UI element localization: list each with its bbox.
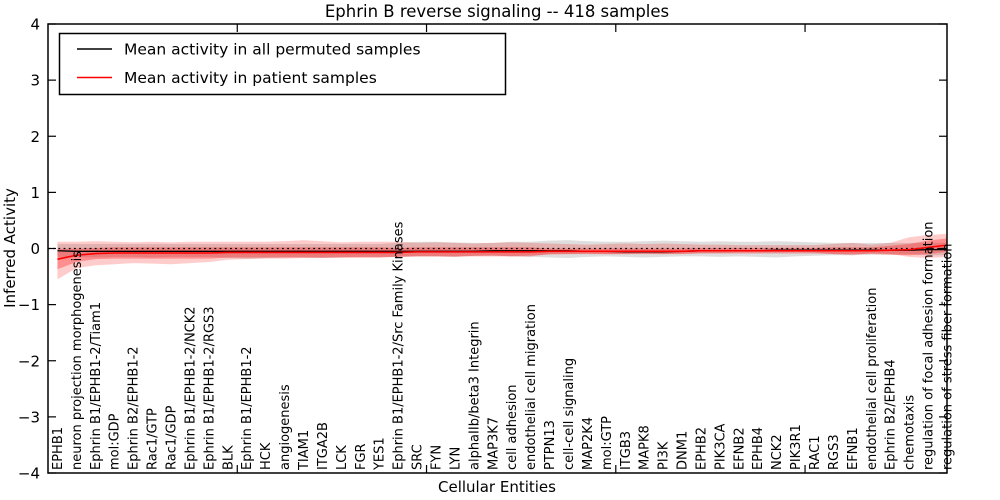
x-category-label: Ephrin B1/EPHB1-2 <box>240 346 255 470</box>
x-category-label: Ephrin B1/EPHB1-2/Src Family Kinases <box>392 221 407 470</box>
x-category-label: RAC1 <box>808 435 823 470</box>
x-category-label: PIK3R1 <box>789 424 804 470</box>
axes-frame <box>47 23 948 474</box>
x-category-label: regulation of focal adhesion formation <box>922 221 937 470</box>
x-category-label: alphaIIb/beta3 Integrin <box>467 321 482 470</box>
y-tick-label: −4 <box>18 465 40 483</box>
x-category-label: EPHB2 <box>694 427 709 470</box>
x-category-label: MAPK8 <box>638 425 653 470</box>
x-category-label: LCK <box>335 445 350 470</box>
x-category-label: Ephrin B2/EPHB4 <box>884 359 899 470</box>
x-category-label: PTPN13 <box>543 420 558 470</box>
y-axis-label: Inferred Activity <box>1 188 19 308</box>
chart-lines <box>57 244 948 260</box>
line-Mean-activity-in-patient-samples <box>57 244 948 260</box>
x-category-label: Ephrin B1/EPHB1-2/Tiam1 <box>89 302 104 470</box>
y-tick-label: 1 <box>30 184 40 202</box>
legend-label-permuted-samples: Mean activity in all permuted samples <box>124 41 421 59</box>
x-category-labels: EPHB1 neuron projection morphogenesis Ephr… <box>51 221 956 471</box>
y-tick-labels: 4 3 2 1 0 −1 −2 −3 −4 <box>18 16 40 483</box>
x-category-label: PI3K <box>657 441 672 470</box>
x-category-label: EPHB4 <box>751 427 766 470</box>
x-category-label: HCK <box>259 442 274 470</box>
x-category-label: ITGA2B <box>316 422 331 470</box>
x-category-label: PIK3CA <box>713 423 728 470</box>
x-category-label: neuron projection morphogenesis <box>70 251 85 470</box>
x-category-label: FGR <box>354 443 369 470</box>
x-category-label: cell-cell signaling <box>562 358 577 470</box>
x-category-label: Ephrin B1/EPHB1-2/NCK2 <box>183 306 198 470</box>
band-patient-samples-outer-range <box>57 233 948 280</box>
x-category-label: endothelial cell migration <box>524 304 539 470</box>
y-tick-label: 0 <box>30 240 40 258</box>
band-permuted-samples-range <box>57 240 948 259</box>
x-category-label: ITGB3 <box>619 431 634 470</box>
y-tick-label: 2 <box>30 128 40 146</box>
x-category-label: cell adhesion <box>505 384 520 470</box>
x-category-label: MAP2K4 <box>581 417 596 470</box>
x-category-label: Ephrin B1/EPHB1-2/RGS3 <box>202 306 217 470</box>
chart-title: Ephrin B reverse signaling -- 418 sample… <box>325 2 669 21</box>
x-category-label: Ephrin B2/EPHB1-2 <box>127 346 142 470</box>
x-category-label: mol:GTP <box>600 416 615 470</box>
x-category-label: SRC <box>411 444 426 470</box>
x-category-label: RGS3 <box>827 434 842 470</box>
band-patient-samples-inner-range <box>57 238 948 270</box>
x-category-label: TIAM1 <box>297 430 312 471</box>
x-axis-label: Cellular Entities <box>438 478 556 496</box>
x-category-label: regulation of stress fiber formation <box>941 243 956 470</box>
chart-bands <box>57 233 948 280</box>
x-category-label: DNM1 <box>676 431 691 470</box>
x-category-label: BLK <box>221 445 236 470</box>
legend-box <box>58 32 507 96</box>
x-category-label: EFNB1 <box>846 427 861 470</box>
x-category-label: EFNB2 <box>732 427 747 470</box>
x-category-label: FYN <box>429 445 444 470</box>
x-category-label: LYN <box>448 447 463 470</box>
y-tick-label: 4 <box>30 16 40 34</box>
x-category-label: NCK2 <box>770 434 785 470</box>
legend: Mean activity in all permuted samples Me… <box>58 32 507 96</box>
x-category-label: mol:GDP <box>108 413 123 470</box>
x-category-label: MAP3K7 <box>486 417 501 470</box>
x-category-label: angiogenesis <box>278 384 293 470</box>
x-category-label: Rac1/GDP <box>165 405 180 470</box>
y-tick-label: −2 <box>18 352 40 370</box>
legend-label-patient-samples: Mean activity in patient samples <box>124 69 377 87</box>
x-category-label: YES1 <box>373 437 388 471</box>
x-category-label: chemotaxis <box>903 395 918 470</box>
x-category-label: endothelial cell proliferation <box>865 288 880 470</box>
x-category-label: EPHB1 <box>51 427 66 470</box>
y-tick-label: −1 <box>18 296 40 314</box>
y-tick-label: 3 <box>30 72 40 90</box>
x-category-label: Rac1/GTP <box>146 408 161 470</box>
y-tick-label: −3 <box>18 408 40 426</box>
